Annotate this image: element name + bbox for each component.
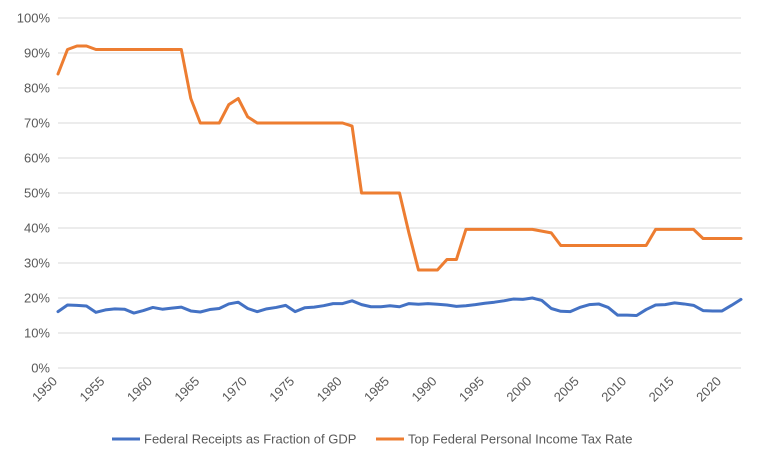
legend: Federal Receipts as Fraction of GDP Top F… [112,432,633,447]
x-tick-label: 1990 [409,374,440,405]
x-tick-label: 1980 [314,374,345,405]
y-tick-label: 80% [24,81,50,96]
x-tick-label: 2005 [551,374,582,405]
x-tick-label: 2015 [646,374,677,405]
series-line-1 [56,296,743,317]
x-axis: 1950 1955 1960 1965 1970 1975 1980 1985 1990 1995… [29,374,724,405]
x-tick-label: 2020 [693,374,724,405]
x-tick-label: 2000 [503,374,534,405]
y-tick-label: 100% [17,11,51,26]
x-tick-label: 1995 [456,374,487,405]
y-tick-label: 70% [24,116,50,131]
legend-label-2: Top Federal Personal Income Tax Rate [408,432,633,447]
y-tick-label: 20% [24,291,50,306]
x-tick-label: 1955 [76,374,107,405]
x-tick-label: 1970 [219,374,250,405]
x-tick-label: 1985 [361,374,392,405]
x-tick-label: 2010 [598,374,629,405]
legend-label-1: Federal Receipts as Fraction of GDP [144,432,356,447]
x-tick-label: 1950 [29,374,60,405]
y-tick-label: 30% [24,256,50,271]
x-tick-label: 1975 [266,374,297,405]
x-tick-label: 1965 [171,374,202,405]
y-tick-label: 40% [24,221,50,236]
series-lines [56,44,743,317]
y-tick-label: 60% [24,151,50,166]
y-tick-label: 90% [24,46,50,61]
y-tick-label: 10% [24,326,50,341]
y-axis: 0% 10% 20% 30% 40% 50% 60% 70% 80% 90% 100% [17,11,51,376]
y-tick-label: 0% [31,361,50,376]
x-tick-label: 1960 [124,374,155,405]
series-line-2 [56,44,743,272]
y-tick-label: 50% [24,186,50,201]
